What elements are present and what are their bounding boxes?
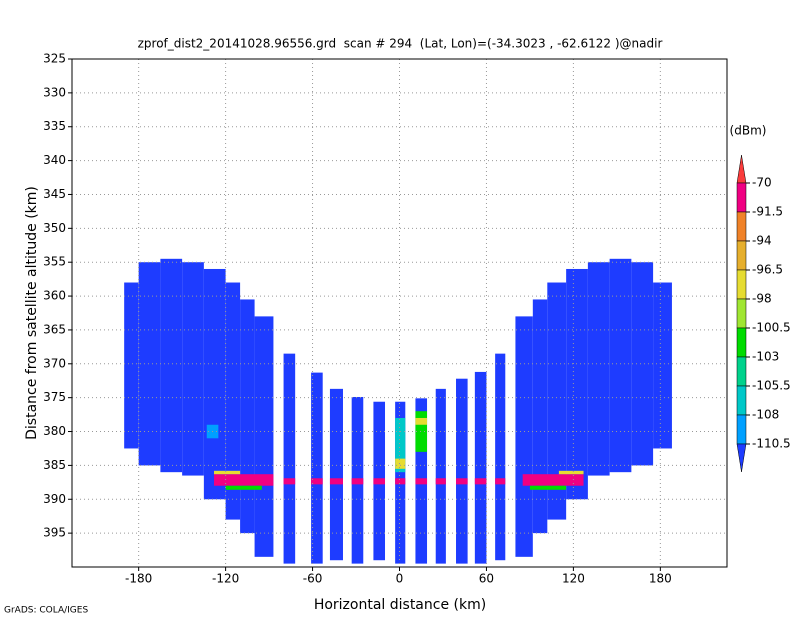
colorbar-tick-label: -105.5 [752, 379, 791, 393]
heatmap-cell [631, 262, 654, 466]
heatmap-cell [435, 478, 446, 485]
heatmap-cell [522, 474, 584, 486]
heatmap-cell [373, 478, 386, 485]
colorbar-swatch [736, 240, 747, 271]
heatmap-cell [495, 478, 506, 485]
colorbar-swatch [736, 414, 747, 445]
heatmap-cell [283, 478, 296, 485]
heatmap-cell [225, 485, 262, 490]
heatmap-cell [395, 458, 406, 469]
heatmap-cell [311, 478, 323, 485]
colorbar-swatch [736, 269, 747, 300]
colorbar-swatch [736, 211, 747, 242]
heatmap-cell [558, 470, 584, 475]
x-tick-label: -180 [125, 572, 152, 586]
x-axis-label: Horizontal distance (km) [314, 597, 486, 613]
heatmap-cell [283, 353, 296, 564]
y-tick-label: 390 [43, 492, 66, 506]
colorbar-swatch [736, 327, 747, 358]
heatmap-cell [329, 388, 343, 561]
colorbar-triangle [736, 154, 747, 184]
y-tick-label: 385 [43, 458, 66, 472]
heatmap-cell [456, 478, 468, 485]
heatmap-cell [515, 316, 533, 557]
footer: GrADS: COLA/IGES [4, 606, 88, 616]
heatmap-cell [203, 268, 226, 500]
colorbar-tick-label: -103 [752, 350, 779, 364]
heatmap-cell [456, 378, 468, 564]
x-tick-label: -60 [303, 572, 323, 586]
y-tick-label: 325 [43, 52, 66, 66]
colorbar-tick-label: -91.5 [752, 205, 783, 219]
heatmap-cell [587, 262, 610, 476]
y-tick-label: 365 [43, 322, 66, 336]
heatmap-cell [160, 258, 183, 473]
x-tick-label: 180 [649, 572, 672, 586]
heatmap-cell [532, 299, 548, 534]
heatmap-cell [138, 262, 161, 466]
heatmap-cell [653, 282, 672, 449]
colorbar-triangle [736, 443, 747, 473]
colorbar-tick-label: -98 [752, 292, 772, 306]
colorbar-tick-label: -96.5 [752, 263, 783, 277]
colorbar-tick-label: -100.5 [752, 321, 791, 335]
heatmap-cell [395, 478, 406, 485]
y-tick-label: 335 [43, 119, 66, 133]
heatmap-cell [415, 417, 428, 425]
y-tick-label: 355 [43, 255, 66, 269]
heatmap-cell [311, 372, 323, 564]
heatmap-cell [495, 353, 506, 561]
y-tick-label: 350 [43, 221, 66, 235]
heatmap-cell [415, 478, 428, 485]
heatmap-cell [474, 371, 487, 564]
x-tick-label: 120 [562, 572, 585, 586]
heatmap-cell [240, 299, 255, 534]
heatmap-cell [415, 411, 428, 452]
colorbar-tick-label: -70 [752, 176, 772, 190]
heatmap-cell [566, 268, 588, 500]
y-tick-label: 360 [43, 289, 66, 303]
y-tick-label: 380 [43, 424, 66, 438]
heatmap-cell [214, 470, 241, 475]
heatmap-cell [529, 485, 567, 490]
y-tick-label: 340 [43, 153, 66, 167]
colorbar-tick-label: -108 [752, 408, 779, 422]
colorbar-swatch [736, 298, 747, 329]
colorbar-swatch [736, 356, 747, 387]
heatmap-cell [395, 417, 406, 473]
heatmap-cell [435, 388, 446, 564]
y-tick-label: 345 [43, 187, 66, 201]
y-tick-label: 330 [43, 85, 66, 99]
y-axis-label: Distance from satellite altitude (km) [24, 186, 40, 440]
heatmap-cell [351, 478, 364, 485]
heatmap-cell [329, 478, 343, 485]
heatmap-cell [474, 478, 487, 485]
plot-frame [71, 58, 728, 568]
colorbar-tick-label: -94 [752, 234, 772, 248]
heatmap-cell [609, 258, 632, 473]
x-tick-label: 0 [396, 572, 404, 586]
y-tick-label: 370 [43, 356, 66, 370]
heatmap-cell [254, 316, 274, 557]
heatmap-cell [225, 282, 241, 520]
x-tick-label: -120 [212, 572, 239, 586]
colorbar-tick-label: -110.5 [752, 437, 791, 451]
heatmap-cell [182, 262, 204, 476]
heatmap-cell [124, 282, 139, 449]
colorbar-label: (dBm) [730, 124, 767, 138]
x-tick-label: 60 [479, 572, 494, 586]
heatmap-cell [214, 474, 274, 486]
y-tick-label: 395 [43, 526, 66, 540]
colorbar-swatch [736, 182, 747, 213]
colorbar-swatch [736, 385, 747, 416]
y-tick-label: 375 [43, 390, 66, 404]
heatmap-cell [547, 282, 567, 520]
chart-title: zprof_dist2_20141028.96556.grd scan # 29… [138, 37, 663, 51]
